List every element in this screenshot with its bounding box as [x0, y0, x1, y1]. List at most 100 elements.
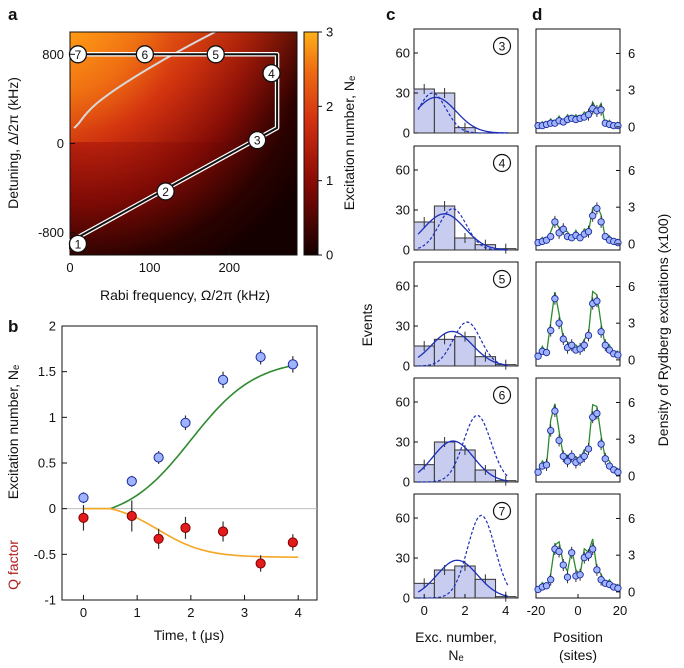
density-point — [559, 452, 567, 460]
y-tick-label: 60 — [396, 279, 410, 294]
histogram-panel: 5 60 30 0 — [396, 261, 519, 374]
q-factor-point — [153, 533, 164, 544]
density-panel: 6 3 0 — [534, 28, 635, 134]
excitation-point — [153, 452, 164, 463]
excitation-point — [217, 374, 229, 385]
colorbar-label: Excitation number, Nₑ — [341, 76, 357, 210]
density-point — [584, 331, 593, 340]
density-point — [547, 575, 555, 584]
histogram-bar — [433, 441, 456, 483]
density-point — [614, 584, 622, 592]
histogram-panel: 7 60 30 00 2 4 — [396, 493, 519, 618]
histogram-theory-dashed — [418, 514, 509, 599]
excitation-point — [126, 476, 137, 487]
density-point — [593, 409, 601, 418]
density-point — [584, 110, 593, 119]
heatmap-x-label: Rabi frequency, Ω/2π (kHz) — [100, 287, 270, 303]
time-plot-frame — [61, 325, 318, 601]
y-tick-label: 0 — [628, 584, 635, 599]
histogram-panel: 6 60 30 0 — [396, 377, 519, 490]
sweep-step-marker — [206, 45, 225, 64]
histogram-theory-dashed — [418, 414, 509, 483]
excitation-point — [287, 359, 298, 370]
y-tick-label: 0 — [628, 236, 635, 251]
step-badge-label: 4 — [499, 157, 506, 171]
y-tick-label: -800 — [38, 225, 64, 240]
time-series-panel: 0 1 2 3 4 2 1.5 1 0.5 0 -0.5 -1 Time, t (μs) Excit… — [5, 319, 318, 643]
y-tick-label: 0 — [628, 468, 635, 483]
density-point — [597, 218, 605, 226]
y-tick-label: 0 — [49, 501, 56, 516]
x-tick-label: 0 — [574, 603, 581, 618]
sweep-steps: 1 2 3 4 5 6 7 — [68, 45, 281, 254]
excitation-point — [78, 492, 89, 503]
y-tick-label: 0 — [403, 591, 410, 606]
density-point — [601, 455, 609, 463]
density-point — [580, 452, 588, 460]
panel-letter-d: d — [532, 5, 542, 24]
step-badge — [492, 153, 512, 173]
histogram-bar — [433, 205, 456, 251]
histogram-theory-dashed — [417, 92, 508, 134]
panel-letter-b: b — [8, 317, 18, 336]
histogram-x-label-line1: Exc. number, — [415, 629, 497, 645]
x-tick-label: 0 — [66, 260, 73, 275]
histogram-theory-solid — [417, 440, 508, 482]
density-point — [614, 351, 622, 359]
density-panel: 6 3 0 — [534, 261, 635, 367]
density-point — [593, 204, 601, 213]
histogram-y-label: Events — [359, 304, 375, 347]
sweep-step-marker — [68, 234, 88, 254]
density-point — [593, 566, 601, 574]
density-point — [614, 239, 622, 247]
y-tick-label: -1 — [44, 593, 56, 608]
histogram-theory-dashed — [418, 321, 508, 367]
histogram-theory-dashed — [417, 208, 508, 251]
step-badge-label: 6 — [499, 389, 506, 403]
y-tick-label: 0 — [628, 119, 635, 134]
x-tick-label: 1 — [134, 605, 141, 620]
y-tick-label: 60 — [396, 395, 410, 410]
histogram-theory-solid — [417, 330, 508, 366]
y-tick-label: 0 — [403, 126, 410, 141]
density-point — [555, 436, 563, 445]
y-tick-label: 6 — [628, 511, 635, 526]
density-point — [568, 452, 576, 460]
y-tick-label: 6 — [628, 163, 635, 178]
q-factor-point — [78, 512, 89, 523]
step-badge-label: 3 — [499, 40, 506, 54]
heatmap-y-ticks: 800 0 -800 — [38, 47, 75, 240]
time-x-label: Time, t (μs) — [154, 627, 225, 643]
y-tick-label: 0 — [57, 136, 64, 151]
density-point — [547, 232, 555, 241]
colorbar-tick-label: 1 — [326, 173, 333, 188]
density-point — [534, 352, 542, 360]
density-point — [551, 218, 559, 226]
density-point — [559, 561, 567, 569]
histogram-panel: 4 60 30 0 — [396, 145, 519, 258]
y-tick-label: 0 — [403, 359, 410, 374]
density-x-label-line2: (sites) — [559, 647, 597, 663]
excitation-point — [180, 417, 191, 428]
density-point — [547, 426, 555, 435]
y-tick-label: 30 — [396, 435, 410, 450]
y-tick-label: 0.5 — [38, 456, 56, 471]
y-tick-label: 3 — [628, 432, 635, 447]
histogram-panel: 3 60 30 0 — [396, 28, 519, 141]
density-point — [551, 295, 559, 303]
x-tick-label: 2 — [461, 603, 468, 618]
sweep-step-marker — [135, 45, 155, 64]
density-point — [597, 440, 605, 448]
q-factor-point — [180, 522, 191, 533]
y-tick-label: 2 — [49, 319, 56, 334]
excitation-y-label: Excitation number, Nₑ — [5, 365, 21, 499]
step-badge — [492, 385, 512, 405]
x-tick-label: 0 — [421, 603, 428, 618]
density-point — [555, 319, 563, 327]
sweep-step-label: 4 — [268, 67, 275, 81]
colorbar-tick-label: 0 — [326, 248, 333, 263]
sweep-step-label: 1 — [75, 237, 82, 251]
sweep-step-label: 7 — [75, 48, 82, 62]
colorbar — [303, 31, 319, 256]
